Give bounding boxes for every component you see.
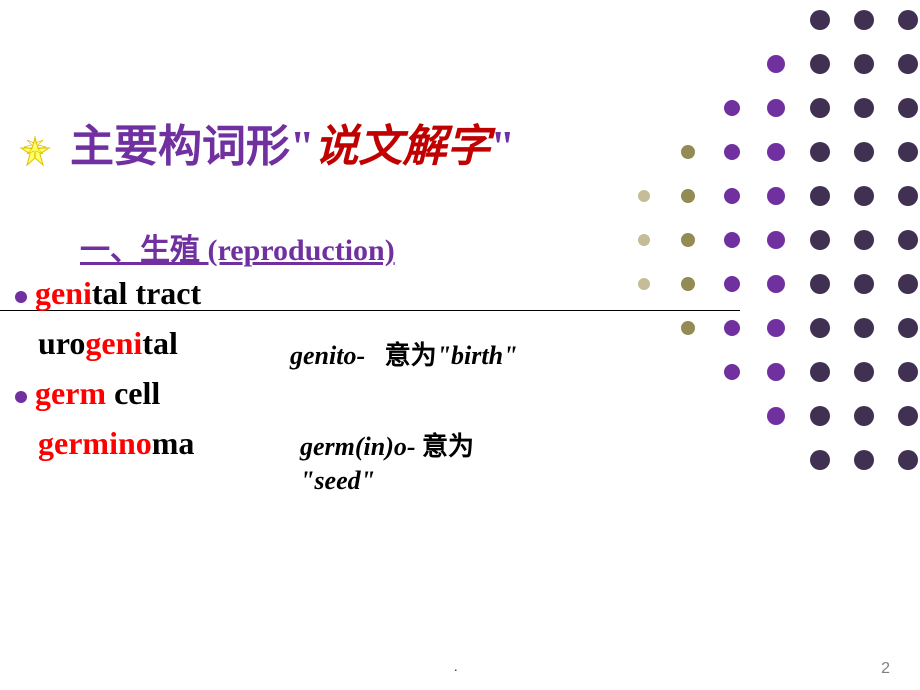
term-black: ma xyxy=(152,425,195,461)
decorative-dot-grid xyxy=(610,0,920,500)
term-pre: uro xyxy=(38,325,85,361)
title-quote-close: " xyxy=(490,122,514,171)
title-part1: 主要构词形 xyxy=(70,122,290,171)
page-number: 2 xyxy=(881,660,890,678)
term-red: geni xyxy=(85,325,142,361)
term-black: tal xyxy=(142,325,178,361)
term-red: geni xyxy=(35,275,92,311)
note-cn: 意为 xyxy=(385,341,437,370)
term-line-2: urogenital xyxy=(38,325,178,362)
note-cn: 意为 xyxy=(422,432,474,461)
etymology-note-2: germ(in)o- 意为 "seed" xyxy=(300,430,474,498)
title-part2: 说文解字 xyxy=(314,122,490,171)
term-line-4: germinoma xyxy=(38,425,194,462)
term-line-1: genital tract xyxy=(15,275,201,312)
section-subtitle: 一、生殖 (reproduction) xyxy=(80,225,395,269)
term-red: germino xyxy=(38,425,152,461)
note-meaning: "birth" xyxy=(437,341,518,370)
bullet-icon xyxy=(15,291,27,303)
footer-mark: . xyxy=(454,660,458,676)
note-meaning: "seed" xyxy=(300,466,375,495)
note-prefix: genito- xyxy=(290,341,365,370)
term-red: germ xyxy=(35,375,106,411)
term-black: cell xyxy=(106,375,160,411)
term-line-3: germ cell xyxy=(15,375,160,412)
note-prefix: germ(in)o- xyxy=(300,432,416,461)
term-black: tal tract xyxy=(92,275,201,311)
slide-title: 主要构词形"说文解字" xyxy=(70,110,515,174)
etymology-note-1: genito- 意为"birth" xyxy=(290,335,518,372)
star-bullet-icon xyxy=(18,135,52,169)
title-quote-open: " xyxy=(290,122,314,171)
bullet-icon xyxy=(15,391,27,403)
